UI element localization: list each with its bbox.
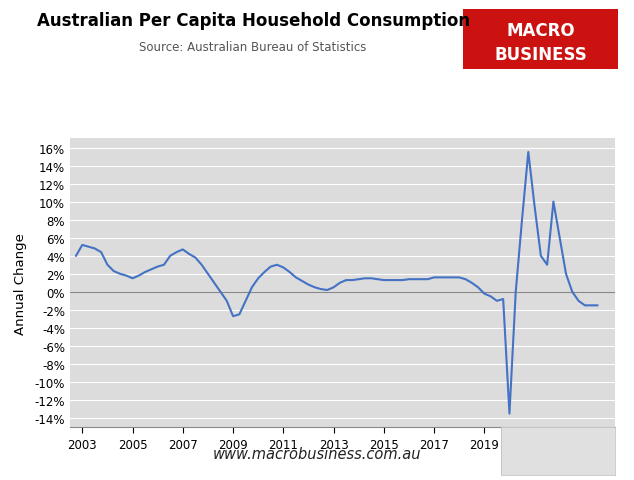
Text: www.macrobusiness.com.au: www.macrobusiness.com.au [213,446,421,461]
Y-axis label: Annual Change: Annual Change [15,232,27,334]
Text: MACRO: MACRO [506,22,575,39]
Text: Australian Per Capita Household Consumption: Australian Per Capita Household Consumpt… [37,12,470,30]
Text: Source: Australian Bureau of Statistics: Source: Australian Bureau of Statistics [139,41,367,54]
Text: BUSINESS: BUSINESS [494,46,587,63]
